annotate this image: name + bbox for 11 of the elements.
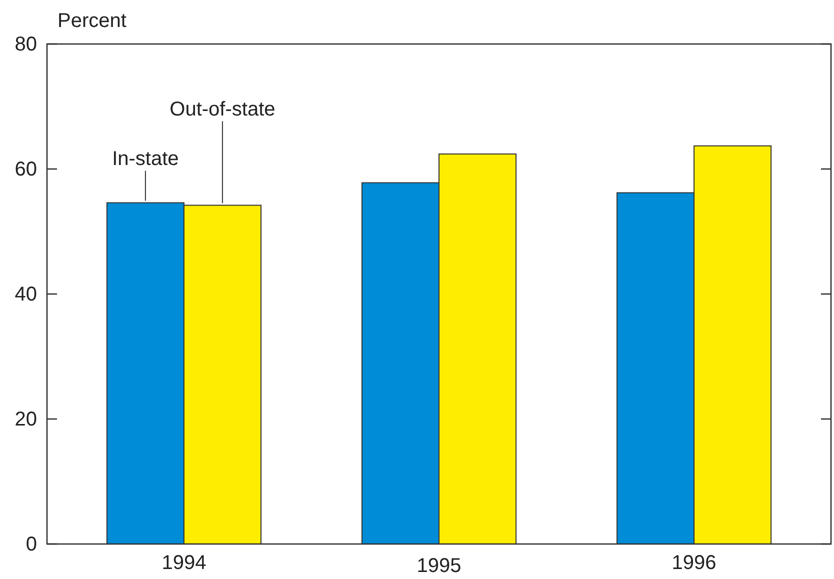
series-label: In-state [112, 148, 179, 170]
x-tick-label: 1995 [416, 555, 462, 577]
x-tick-label: 1996 [672, 552, 716, 574]
y-tick-label: 20 [14, 408, 37, 430]
x-tick-label: 1994 [162, 552, 206, 574]
text: Out-of-state [170, 98, 276, 120]
y-tick-label: 40 [14, 283, 37, 306]
y-tick-label: 80 [14, 33, 37, 56]
y-axis-title: Percent [58, 10, 127, 32]
y-tick-label: 60 [14, 158, 37, 180]
y-tick-label: 0 [26, 533, 37, 556]
